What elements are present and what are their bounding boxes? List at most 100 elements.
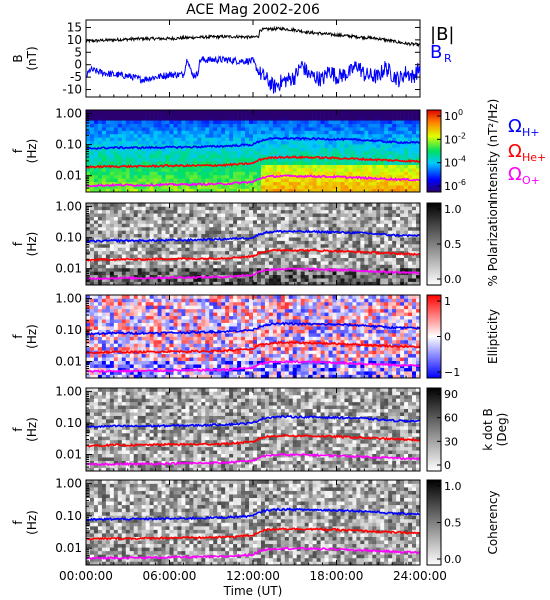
spectrogram-cell: [380, 140, 385, 145]
spectrogram-cell: [416, 157, 421, 162]
spectrogram-cell: [153, 295, 158, 299]
spectrogram-cell: [149, 161, 154, 165]
spectrogram-cell: [296, 161, 302, 165]
spectrogram-cell: [177, 339, 182, 344]
spectrogram-cell: [352, 181, 357, 186]
spectrogram-cell: [209, 319, 214, 323]
spectrogram-cell: [125, 339, 131, 344]
spectrogram-cell: [129, 151, 135, 155]
spectrogram-cell: [113, 174, 119, 179]
spectrogram-cell: [201, 333, 206, 337]
spectrogram-cell: [113, 267, 119, 272]
spectrogram-cell: [181, 220, 186, 224]
spectrogram-cell: [221, 312, 226, 317]
spectrogram-cell: [205, 164, 210, 169]
spectrogram-cell: [193, 308, 198, 313]
spectrogram-cell: [280, 174, 286, 179]
spectrogram-cell: [189, 230, 194, 235]
spectrogram-cell: [97, 185, 103, 189]
spectrogram-cell: [165, 312, 170, 317]
spectrogram-cell: [292, 123, 298, 128]
spectrogram-cell: [384, 171, 389, 176]
spectrogram-cell: [396, 127, 401, 131]
spectrogram-cell: [137, 220, 142, 224]
spectrogram-cell: [221, 188, 226, 193]
spectrogram-cell: [340, 264, 345, 269]
spectrogram-cell: [97, 237, 103, 241]
spectrogram-cell: [332, 203, 337, 207]
spectrogram-cell: [364, 123, 369, 128]
spectrogram-cell: [292, 264, 298, 269]
spectrogram-cell: [197, 360, 202, 365]
spectrogram-cell: [241, 261, 246, 265]
spectrogram-cell: [137, 151, 142, 155]
spectrogram-cell: [304, 209, 309, 214]
spectrogram-cell: [332, 216, 337, 221]
spectrogram-cell: [193, 364, 198, 368]
spectrogram-cell: [328, 237, 333, 241]
spectrogram-cell: [404, 147, 409, 152]
spectrogram-cell: [197, 244, 202, 248]
spectrogram-cell: [300, 120, 305, 124]
spectrogram-cell: [133, 281, 138, 286]
spectrogram-cell: [328, 157, 333, 162]
spectrogram-cell: [352, 168, 357, 172]
spectrogram-cell: [185, 226, 190, 231]
spectrogram-cell: [113, 364, 119, 368]
spectrogram-cell: [328, 168, 333, 172]
spectrogram-cell: [149, 203, 154, 207]
spectrogram-cell: [149, 240, 154, 245]
spectrogram-cell: [368, 123, 373, 128]
spectrogram-cell: [332, 144, 337, 148]
spectrogram-cell: [177, 220, 182, 224]
spectrogram-cell: [149, 274, 154, 279]
spectrogram-cell: [316, 140, 321, 145]
spectrogram-cell: [209, 322, 214, 327]
spectrogram-cell: [201, 371, 206, 375]
spectrogram-cell: [173, 254, 178, 258]
spectrogram-cell: [125, 151, 131, 155]
spectrogram-cell: [149, 226, 154, 231]
spectrogram-cell: [145, 110, 150, 114]
spectrogram-cell: [388, 185, 393, 189]
spectrogram-cell: [316, 250, 321, 255]
spectrogram-cell: [105, 305, 111, 310]
spectrogram-cell: [396, 137, 401, 142]
spectrogram-cell: [141, 181, 146, 186]
spectrogram-cell: [205, 223, 210, 228]
colorbar-tick-label: 0.0: [444, 273, 462, 286]
spectrogram-cell: [197, 315, 202, 320]
spectrogram-cell: [86, 357, 91, 362]
spectrogram-cell: [388, 257, 393, 262]
spectrogram-cell: [157, 305, 162, 310]
spectrogram-cell: [169, 233, 174, 238]
spectrogram-cell: [360, 133, 365, 138]
spectrogram-cell: [105, 367, 111, 372]
spectrogram-cell: [181, 213, 186, 217]
spectrogram-cell: [260, 123, 266, 128]
spectrogram-cell: [161, 209, 166, 214]
spectrogram-cell: [340, 127, 345, 131]
spectrogram-cell: [320, 240, 325, 245]
spectrogram-cell: [89, 250, 95, 255]
spectrogram-cell: [316, 237, 321, 241]
spectrogram-cell: [181, 298, 186, 303]
spectrogram-cell: [372, 206, 377, 211]
spectrogram-cell: [165, 271, 170, 276]
spectrogram-cell: [221, 220, 226, 224]
spectrogram-cell: [280, 188, 286, 193]
spectrogram-cell: [237, 209, 242, 214]
spectrogram-cell: [121, 339, 127, 344]
spectrogram-cell: [217, 188, 222, 193]
spectrogram-cell: [97, 220, 103, 224]
spectrogram-cell: [380, 257, 385, 262]
spectrogram-cell: [117, 240, 123, 245]
spectrogram-cell: [292, 271, 298, 276]
spectrogram-cell: [280, 264, 286, 269]
spectrogram-cell: [157, 157, 162, 162]
spectrogram-cell: [237, 185, 242, 189]
spectrogram-cell: [312, 130, 317, 135]
spectrogram-cell: [197, 223, 202, 228]
spectrogram-cell: [256, 226, 262, 231]
spectrogram-cell: [161, 346, 166, 351]
